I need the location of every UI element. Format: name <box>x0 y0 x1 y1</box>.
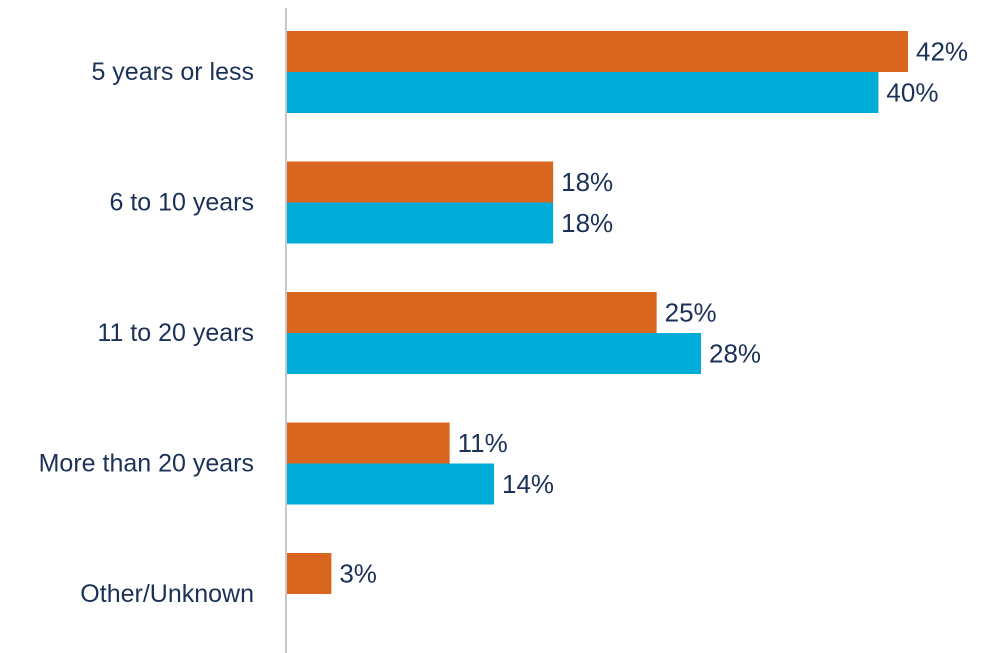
value-label: 18% <box>561 167 613 197</box>
bars-group <box>287 31 908 594</box>
value-label: 18% <box>561 208 613 238</box>
value-label: 40% <box>886 78 938 108</box>
value-label: 11% <box>458 428 508 458</box>
bar-orange <box>287 292 657 333</box>
category-labels-group: 5 years or less 6 to 10 years 11 to 20 yea… <box>39 58 254 608</box>
category-label: Other/Unknown <box>80 580 254 608</box>
value-label: 25% <box>665 298 717 328</box>
bar-orange <box>287 422 450 464</box>
bar-blue <box>287 202 554 244</box>
bar-blue <box>287 72 879 113</box>
bar-blue <box>287 333 701 374</box>
bar-blue <box>287 463 494 505</box>
value-labels-group: 42% 40% 18% 18% 25% 28% 11% 14% 3% <box>339 37 968 589</box>
value-label: 3% <box>339 559 377 589</box>
value-label: 42% <box>916 37 968 67</box>
value-label: 14% <box>502 469 554 499</box>
category-label: 6 to 10 years <box>109 189 254 217</box>
bar-orange <box>287 161 554 203</box>
category-label: 5 years or less <box>91 58 254 86</box>
bar-orange <box>287 31 908 72</box>
category-label: More than 20 years <box>39 450 254 478</box>
value-label: 28% <box>709 339 761 369</box>
category-label: 11 to 20 years <box>97 319 254 347</box>
bar-orange <box>287 553 332 594</box>
